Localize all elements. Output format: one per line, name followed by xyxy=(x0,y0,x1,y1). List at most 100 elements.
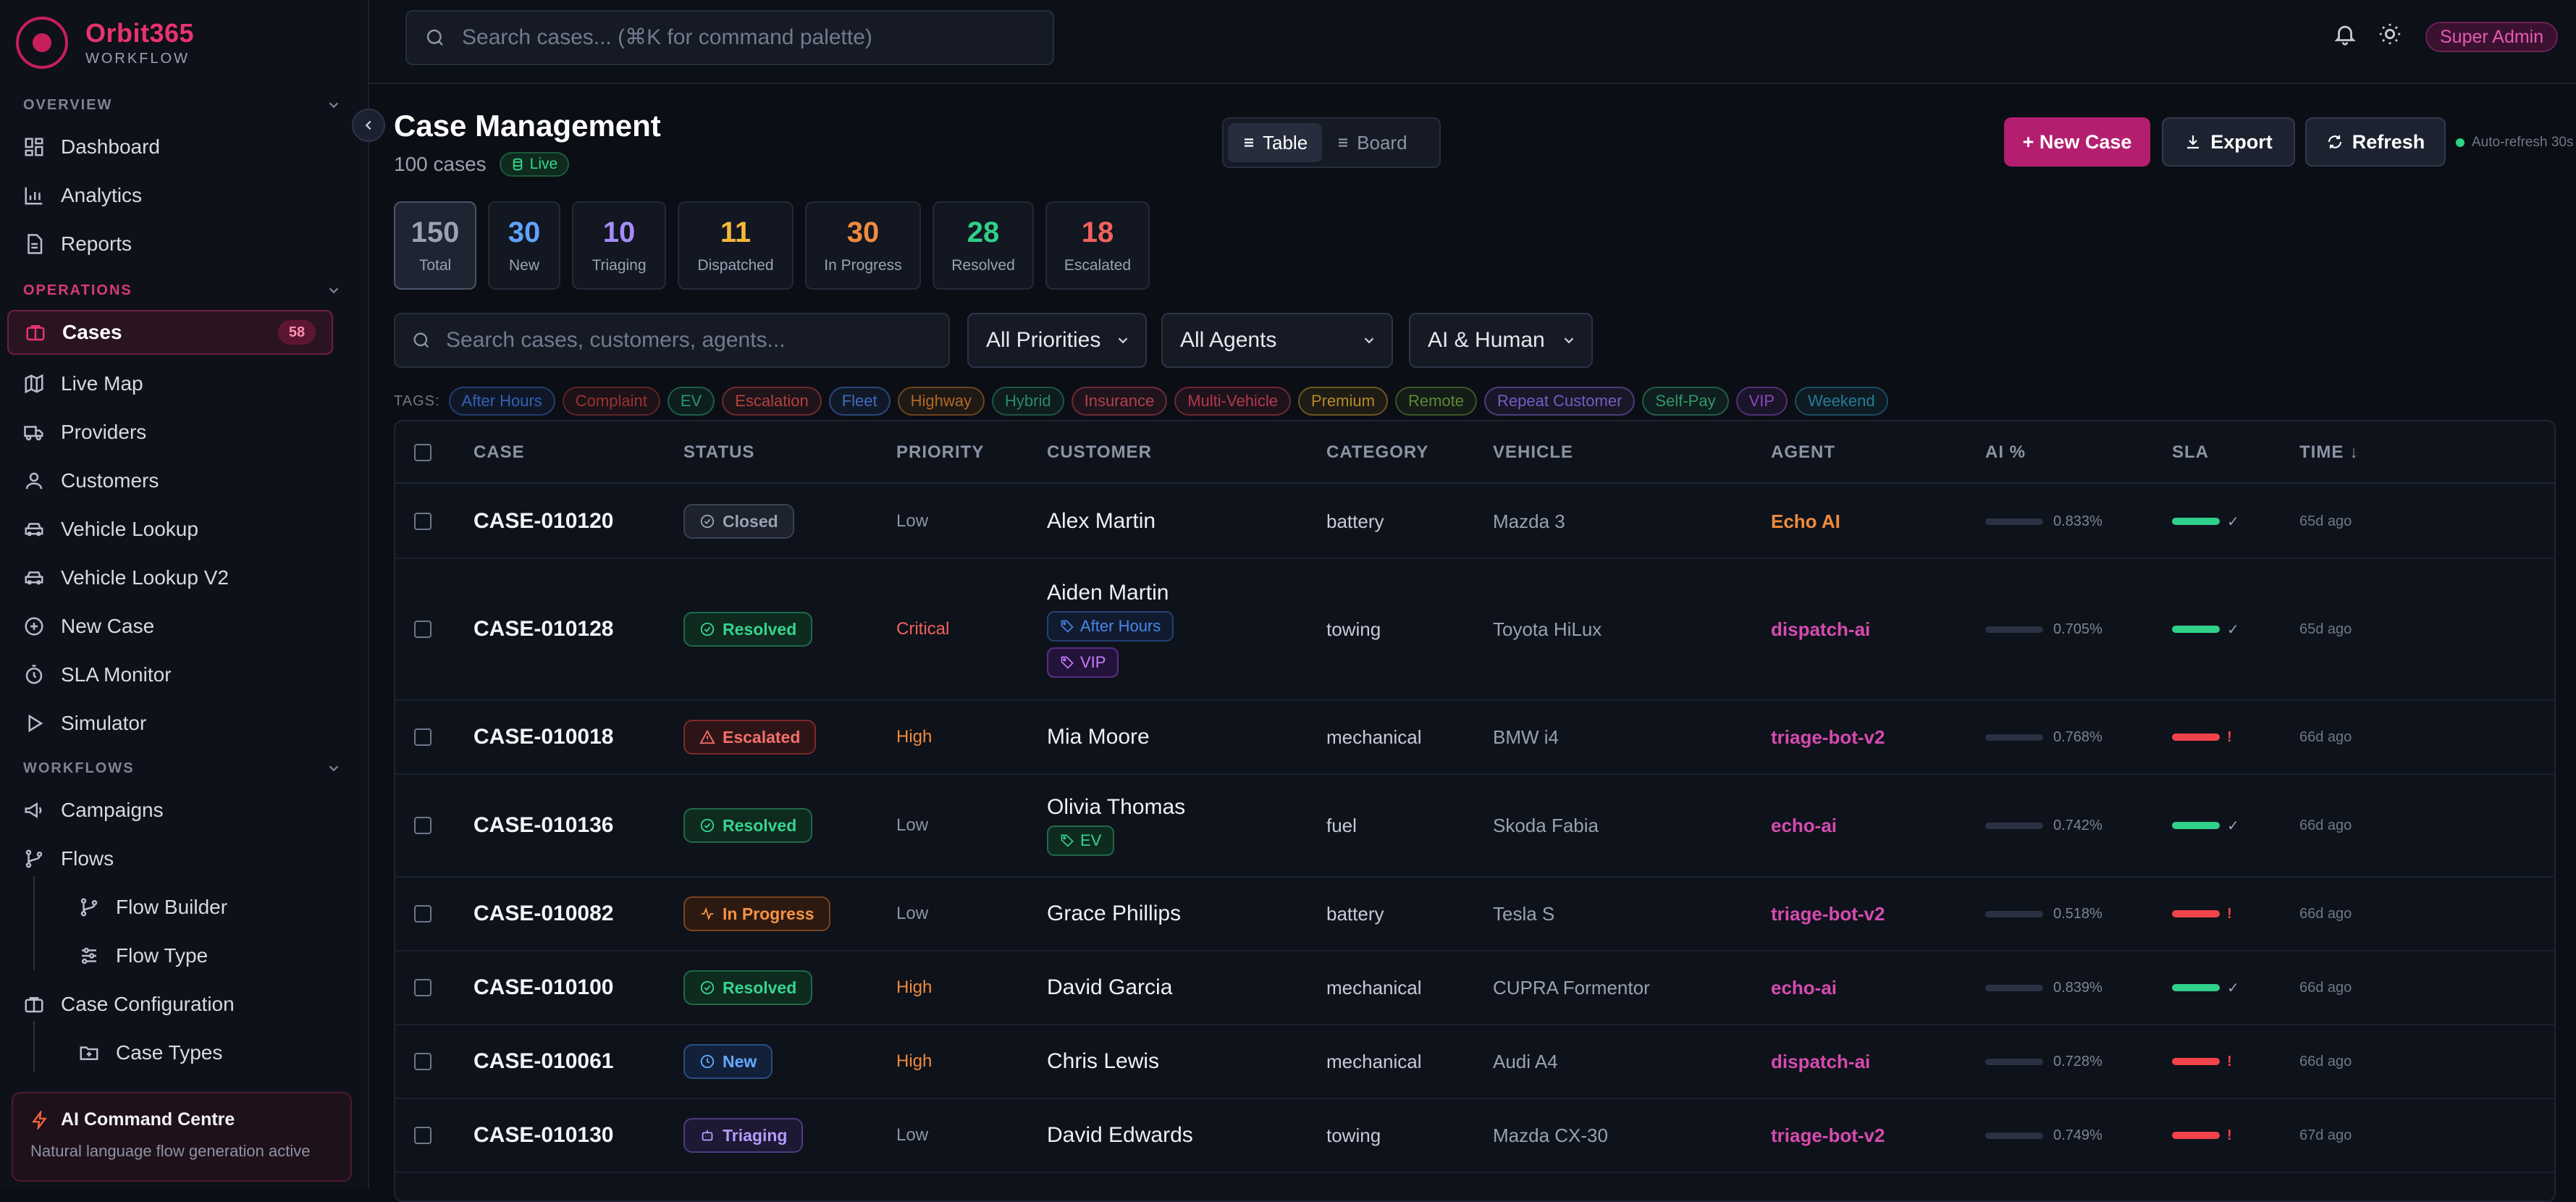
table-row[interactable]: CASE-010100 Resolved High David Garcia m… xyxy=(395,951,2554,1025)
stat-total[interactable]: 150 Total xyxy=(394,201,476,290)
tag-filter-chip[interactable]: After Hours xyxy=(448,387,555,416)
case-id[interactable]: CASE-010018 xyxy=(473,725,614,749)
column-header-case[interactable]: CASE xyxy=(473,442,525,462)
row-checkbox[interactable] xyxy=(414,621,432,638)
sun-icon[interactable] xyxy=(2378,22,2402,46)
select-all-checkbox[interactable] xyxy=(414,444,432,461)
case-id[interactable]: CASE-010061 xyxy=(473,1049,614,1073)
mode-select[interactable]: AI & Human xyxy=(1409,313,1593,368)
row-checkbox[interactable] xyxy=(414,905,432,922)
sidebar-item-dashboard[interactable]: Dashboard xyxy=(23,129,342,165)
case-search-input[interactable] xyxy=(445,327,937,353)
sidebar-item-case-types[interactable]: Case Types xyxy=(78,1035,339,1071)
case-id[interactable]: CASE-010082 xyxy=(473,902,614,925)
sidebar-item-campaigns[interactable]: Campaigns xyxy=(23,792,342,828)
agents-select[interactable]: All Agents xyxy=(1161,313,1393,368)
agent-name[interactable]: triage-bot-v2 xyxy=(1771,902,1885,925)
tag-filter-chip[interactable]: Self-Pay xyxy=(1642,387,1729,416)
table-row[interactable]: CASE-010128 Resolved Critical Aiden Mart… xyxy=(395,559,2554,701)
column-header-ai-percent[interactable]: AI % xyxy=(1985,442,2026,462)
agent-name[interactable]: echo-ai xyxy=(1771,976,1838,999)
agent-name[interactable]: echo-ai xyxy=(1771,814,1838,836)
column-header-customer[interactable]: CUSTOMER xyxy=(1047,442,1152,462)
column-header-vehicle[interactable]: VEHICLE xyxy=(1493,442,1574,462)
tag-filter-chip[interactable]: Complaint xyxy=(562,387,660,416)
sidebar-item-vehicle-lookup[interactable]: Vehicle Lookup xyxy=(23,511,342,547)
view-board-button[interactable]: Board xyxy=(1322,123,1421,162)
stat-resolved[interactable]: 28 Resolved xyxy=(933,201,1034,290)
case-id[interactable]: CASE-010128 xyxy=(473,617,614,641)
table-row[interactable]: CASE-010120 Closed Low Alex Martin batte… xyxy=(395,485,2554,559)
tag-filter-chip[interactable]: Insurance xyxy=(1071,387,1168,416)
global-search-input[interactable] xyxy=(460,25,1025,51)
column-header-category[interactable]: CATEGORY xyxy=(1326,442,1429,462)
global-search[interactable] xyxy=(405,10,1054,65)
customer-name[interactable]: Grace Phillips xyxy=(1047,902,1182,925)
stat-triaging[interactable]: 10 Triaging xyxy=(572,201,666,290)
customer-name[interactable]: David Edwards xyxy=(1047,1123,1193,1147)
customer-name[interactable]: Chris Lewis xyxy=(1047,1049,1160,1073)
sidebar-item-flows[interactable]: Flows xyxy=(23,841,342,877)
sidebar-item-case-configuration[interactable]: Case Configuration xyxy=(23,986,342,1022)
tag-filter-chip[interactable]: Premium xyxy=(1297,387,1388,416)
row-checkbox[interactable] xyxy=(414,1127,432,1144)
sidebar-item-reports[interactable]: Reports xyxy=(23,226,342,262)
section-operations[interactable]: OPERATIONS xyxy=(23,280,342,301)
customer-name[interactable]: David Garcia xyxy=(1047,975,1173,999)
bell-icon[interactable] xyxy=(2333,22,2357,46)
collapse-sidebar-button[interactable] xyxy=(352,109,385,142)
column-header-priority[interactable]: PRIORITY xyxy=(896,442,985,462)
agent-name[interactable]: dispatch-ai xyxy=(1771,1050,1871,1072)
export-button[interactable]: Export xyxy=(2162,117,2295,167)
view-table-button[interactable]: Table xyxy=(1228,123,1323,162)
agent-name[interactable]: dispatch-ai xyxy=(1771,618,1871,640)
sidebar-item-vehicle-lookup-v2[interactable]: Vehicle Lookup V2 xyxy=(23,560,342,596)
tag-filter-chip[interactable]: Escalation xyxy=(722,387,822,416)
tag-filter-chip[interactable]: Hybrid xyxy=(992,387,1064,416)
sidebar-item-customers[interactable]: Customers xyxy=(23,463,342,499)
customer-tag[interactable]: VIP xyxy=(1047,647,1119,678)
sidebar-item-cases[interactable]: Cases 58 xyxy=(7,310,333,355)
column-header-status[interactable]: STATUS xyxy=(683,442,755,462)
refresh-button[interactable]: Refresh xyxy=(2305,117,2446,167)
user-role-badge[interactable]: Super Admin xyxy=(2425,22,2559,52)
table-row[interactable]: CASE-010082 In Progress Low Grace Philli… xyxy=(395,878,2554,951)
case-search[interactable] xyxy=(394,313,950,368)
row-checkbox[interactable] xyxy=(414,979,432,996)
row-checkbox[interactable] xyxy=(414,513,432,530)
row-checkbox[interactable] xyxy=(414,1053,432,1070)
column-header-sla[interactable]: SLA xyxy=(2172,442,2209,462)
tag-filter-chip[interactable]: Fleet xyxy=(828,387,891,416)
customer-name[interactable]: Aiden Martin xyxy=(1047,581,1169,605)
stat-new[interactable]: 30 New xyxy=(488,201,560,290)
sidebar-item-simulator[interactable]: Simulator xyxy=(23,705,342,741)
sidebar-item-live-map[interactable]: Live Map xyxy=(23,366,342,402)
case-id[interactable]: CASE-010120 xyxy=(473,509,614,533)
sidebar-item-analytics[interactable]: Analytics xyxy=(23,177,342,214)
customer-name[interactable]: Alex Martin xyxy=(1047,509,1156,533)
stat-escalated[interactable]: 18 Escalated xyxy=(1045,201,1150,290)
tag-filter-chip[interactable]: Remote xyxy=(1394,387,1477,416)
column-header-time[interactable]: TIME ↓ xyxy=(2299,442,2359,462)
priority-select[interactable]: All Priorities xyxy=(967,313,1147,368)
tag-filter-chip[interactable]: Multi-Vehicle xyxy=(1174,387,1291,416)
sidebar-item-providers[interactable]: Providers xyxy=(23,414,342,450)
customer-tag[interactable]: After Hours xyxy=(1047,611,1174,642)
case-id[interactable]: CASE-010136 xyxy=(473,813,614,837)
agent-name[interactable]: Echo AI xyxy=(1771,510,1840,532)
sidebar-item-flow-type[interactable]: Flow Type xyxy=(78,938,339,974)
tag-filter-chip[interactable]: Weekend xyxy=(1795,387,1888,416)
tag-filter-chip[interactable]: EV xyxy=(667,387,715,416)
agent-name[interactable]: triage-bot-v2 xyxy=(1771,1124,1885,1146)
sidebar-item-new-case[interactable]: New Case xyxy=(23,608,342,644)
new-case-button[interactable]: + New Case xyxy=(2004,117,2150,167)
column-header-agent[interactable]: AGENT xyxy=(1771,442,1835,462)
section-overview[interactable]: OVERVIEW xyxy=(23,94,342,116)
table-row[interactable]: CASE-010018 Escalated High Mia Moore mec… xyxy=(395,701,2554,775)
sidebar-item-flow-builder[interactable]: Flow Builder xyxy=(78,889,339,925)
stat-dispatched[interactable]: 11 Dispatched xyxy=(678,201,794,290)
table-row[interactable]: CASE-010136 Resolved Low Olivia Thomas E… xyxy=(395,775,2554,878)
table-row[interactable]: CASE-010130 Triaging Low David Edwards t… xyxy=(395,1099,2554,1173)
table-row[interactable]: CASE-010061 New High Chris Lewis mechani… xyxy=(395,1025,2554,1099)
row-checkbox[interactable] xyxy=(414,817,432,834)
